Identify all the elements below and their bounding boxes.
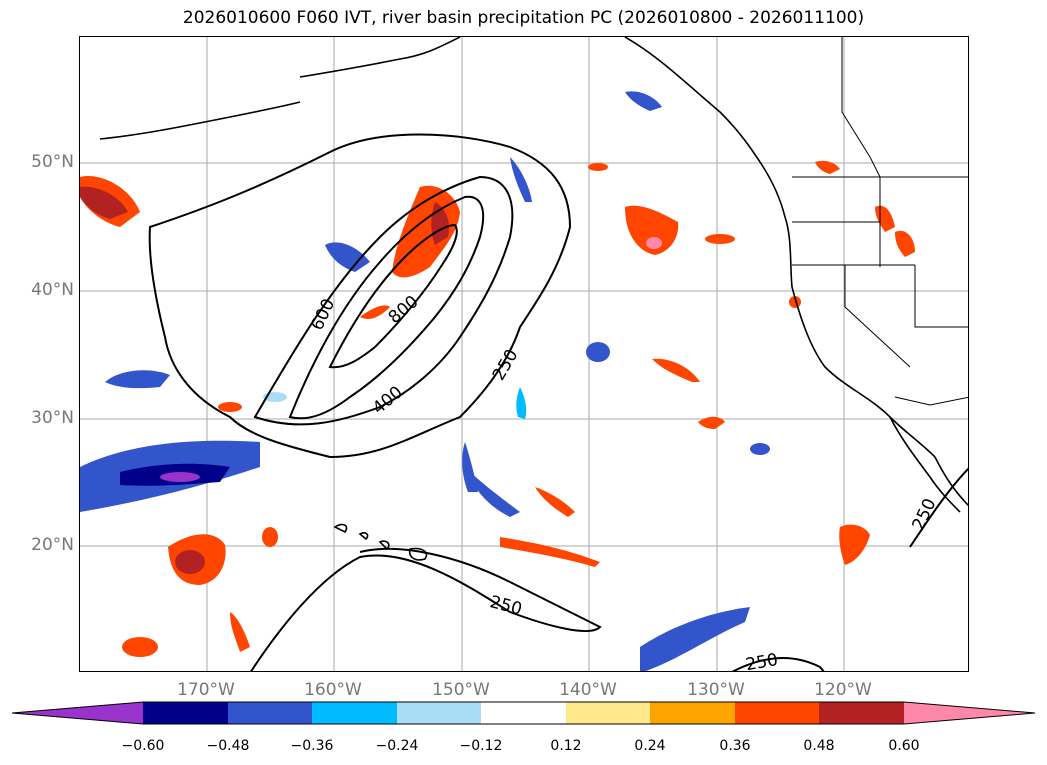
colorbar-outline — [11, 701, 1036, 725]
neg-blob-150n — [516, 387, 527, 419]
pos-blob-dot-3 — [789, 296, 801, 308]
colorbar-tick-2: −0.48 — [206, 738, 250, 754]
lon-label-130w: 130°W — [687, 680, 745, 700]
neg-blob-139 — [586, 342, 610, 362]
pos-blob-134-45n — [625, 205, 679, 255]
colorbar-bin-1 — [143, 702, 228, 724]
colorbar-bin-4 — [397, 702, 481, 724]
lat-label-30: 30°N — [31, 408, 74, 428]
lon-label-120w: 120°W — [814, 680, 872, 700]
border-nv-ut — [914, 265, 968, 328]
coastline-aleutians — [99, 101, 301, 140]
colorbar-tick-1: −0.60 — [121, 738, 165, 754]
colorbar-bin-5 — [481, 702, 566, 724]
contour-labels: 600 800 400 250 250 250 250 — [307, 292, 941, 672]
pos-blob-134-core — [646, 237, 662, 249]
pos-blob-130-30n — [698, 416, 725, 429]
coastline-west-us — [784, 216, 936, 458]
neg-blob-124 — [750, 443, 770, 455]
ivt-contour-250-main — [148, 133, 572, 459]
neg-blob-142-north — [510, 157, 532, 202]
border-ca-nv — [844, 265, 911, 368]
neg-blob-west-purple — [160, 472, 200, 482]
lat-label-50: 50°N — [31, 152, 74, 172]
lon-label-150w: 150°W — [432, 680, 490, 700]
colorbar-extend-low — [12, 702, 143, 724]
contour-label-800: 800 — [385, 292, 423, 328]
neg-blob-168 — [105, 370, 170, 389]
ivt-contour-250-east — [909, 467, 968, 548]
colorbar-tick-6: 0.12 — [550, 738, 582, 754]
ivt-contour-250-south — [250, 547, 602, 671]
ivt-contour-600 — [288, 195, 485, 420]
coastline-bc-south — [759, 161, 786, 218]
gridlines — [80, 37, 968, 671]
hawaii-islands — [333, 523, 428, 561]
negative-precip-shading — [80, 91, 770, 671]
colorbar — [11, 701, 1036, 725]
coastline-baja — [889, 416, 961, 513]
colorbar-extend-high — [904, 702, 1035, 724]
contour-label-250-east: 250 — [909, 496, 941, 534]
colorbar-bin-6 — [566, 702, 650, 724]
coastline-mexico — [934, 456, 968, 507]
pos-blob-118-19n — [839, 524, 870, 565]
figure-title: 2026010600 F060 IVT, river basin precipi… — [182, 8, 865, 28]
colorbar-tick-7: 0.24 — [634, 738, 666, 754]
positive-precip-shading — [80, 160, 915, 657]
neg-blob-ne-south — [640, 607, 750, 671]
neg-blob-ne-north — [625, 91, 662, 111]
coastline-bc-north — [624, 37, 761, 163]
lat-label-40: 40°N — [31, 280, 74, 300]
pos-blob-163-17n — [230, 612, 250, 652]
colorbar-tick-9: 0.48 — [803, 738, 835, 754]
colorbar-bin-7 — [650, 702, 735, 724]
ivt-contour-800 — [328, 223, 458, 369]
colorbar-bin-2 — [228, 702, 312, 724]
border-wa-or — [792, 221, 881, 267]
lon-label-140w: 140°W — [559, 680, 617, 700]
pos-blob-dot-6 — [122, 637, 158, 657]
colorbar-bin-9 — [819, 702, 904, 724]
pos-blob-nw-core — [80, 186, 128, 219]
colorbar-tick-8: 0.36 — [719, 738, 751, 754]
pos-blob-dot-4 — [218, 402, 242, 412]
lon-label-170w: 170°W — [177, 680, 235, 700]
ivt-contour-400 — [253, 175, 514, 426]
border-bc-alberta — [841, 37, 881, 178]
coastline-alaska — [299, 37, 461, 78]
colorbar-tick-4: −0.24 — [375, 738, 419, 754]
colorbar-tick-3: −0.36 — [290, 738, 334, 754]
pos-blob-inland-2 — [895, 230, 915, 257]
ivt-contour-250-se — [731, 657, 825, 671]
neg-blob-145 — [465, 467, 520, 517]
neg-blob-157 — [325, 242, 370, 272]
contour-label-250-south: 250 — [488, 592, 525, 620]
pos-blob-inland — [875, 205, 895, 232]
coastlines — [99, 37, 968, 561]
pos-blob-148-20n — [500, 537, 600, 567]
colorbar-bin-8 — [735, 702, 819, 724]
contour-label-400: 400 — [369, 382, 407, 418]
pos-blob-dot-5 — [262, 527, 278, 547]
pos-blob-170-core — [175, 550, 205, 574]
border-us-mexico — [894, 396, 968, 406]
colorbar-bin-3 — [312, 702, 397, 724]
lon-label-160w: 160°W — [304, 680, 362, 700]
colorbar-tick-10: 0.60 — [888, 738, 920, 754]
political-borders — [792, 37, 968, 406]
pos-blob-dot-1 — [588, 163, 608, 171]
pos-blob-130-33n — [652, 358, 700, 382]
pos-blob-160-38n — [360, 305, 390, 319]
map-canvas: 600 800 400 250 250 250 250 — [80, 37, 968, 672]
map-panel[interactable]: 600 800 400 250 250 250 250 — [79, 36, 969, 672]
lat-label-20: 20°N — [31, 535, 74, 555]
ivt-contours — [148, 133, 968, 671]
pos-blob-north-coast — [815, 160, 840, 174]
contour-label-250-se: 250 — [744, 650, 779, 672]
pos-blob-dot-2 — [705, 234, 735, 244]
colorbar-tick-5: −0.12 — [459, 738, 503, 754]
pos-blob-143-25n — [535, 487, 575, 517]
